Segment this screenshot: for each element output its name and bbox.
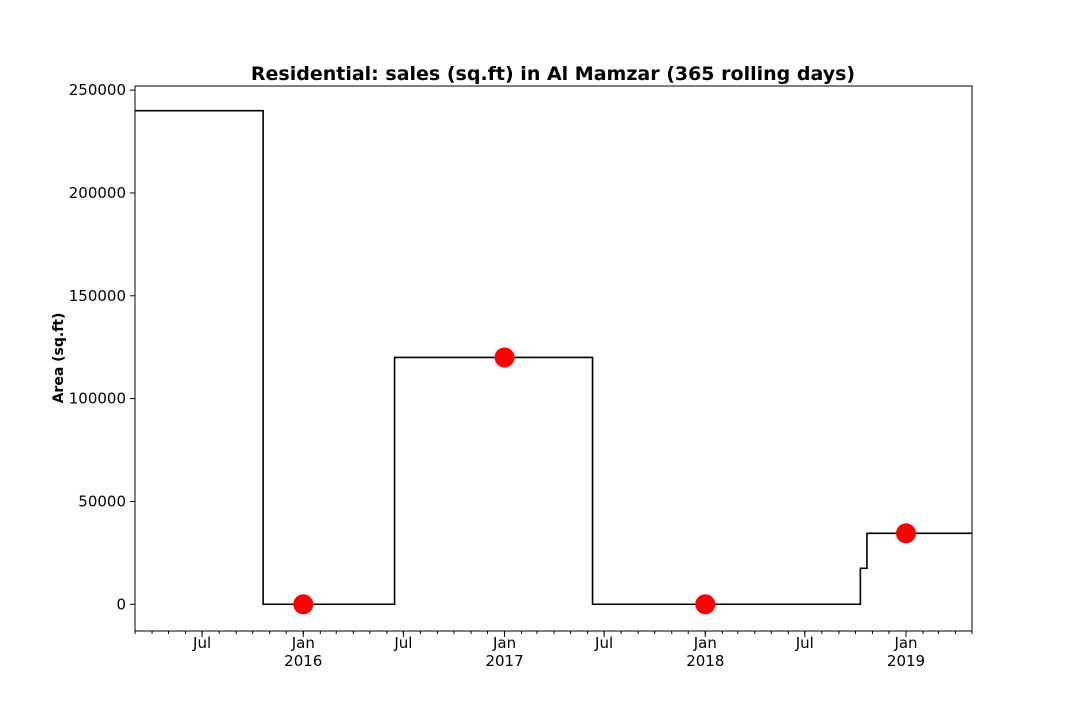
y-tick-label: 0: [116, 595, 126, 613]
x-tick-label: Jan: [893, 634, 917, 652]
step-line-layer: [135, 109, 972, 606]
data-point-marker: [695, 594, 716, 615]
x-tick-year-label: 2019: [887, 652, 925, 670]
data-point-marker: [896, 523, 917, 544]
data-point-marker: [494, 347, 515, 368]
x-tick-label: Jan: [693, 634, 717, 652]
x-tick-label: Jan: [291, 634, 315, 652]
marker-layer: [293, 347, 917, 615]
x-tick-label: Jul: [795, 634, 814, 652]
x-tick-year-label: 2016: [284, 652, 322, 670]
y-axis: 0 50000 100000 150000 200000 250000: [69, 81, 135, 613]
y-tick-label: 50000: [78, 492, 126, 510]
y-tick-label: 150000: [69, 287, 126, 305]
x-tick-label: Jan: [492, 634, 516, 652]
x-tick-label: Jul: [594, 634, 613, 652]
chart-title: Residential: sales (sq.ft) in Al Mamzar …: [251, 63, 855, 85]
x-tick-year-label: 2017: [485, 652, 523, 670]
y-tick-label: 100000: [69, 390, 126, 408]
y-tick-label: 200000: [69, 184, 126, 202]
axes-frame: [134, 85, 973, 632]
data-point-marker: [293, 594, 314, 615]
series-step-line: [135, 109, 972, 606]
y-tick-label: 250000: [69, 81, 126, 99]
plot-area: [135, 109, 972, 615]
x-tick-year-label: 2018: [686, 652, 724, 670]
y-axis-label: Area (sq.ft): [51, 313, 67, 404]
x-tick-label: Jul: [393, 634, 412, 652]
x-tick-label: Jul: [192, 634, 211, 652]
